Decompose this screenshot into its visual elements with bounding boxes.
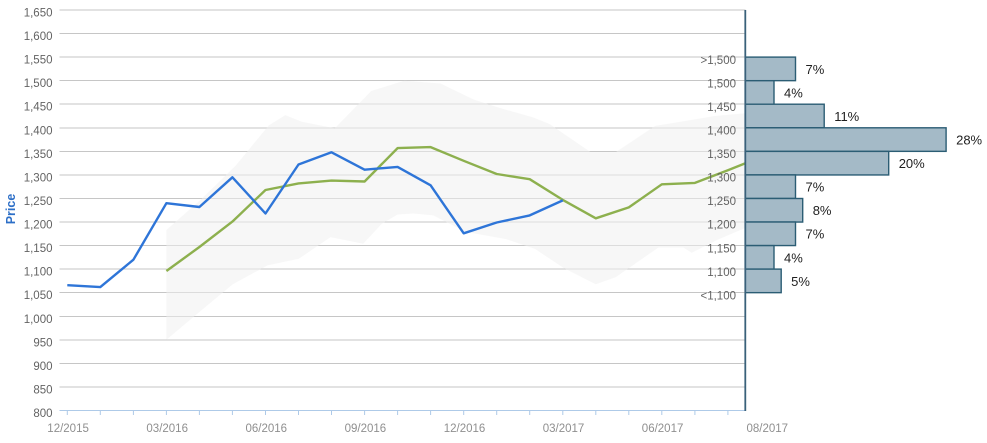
svg-text:28%: 28% (956, 133, 982, 148)
svg-text:1,200: 1,200 (24, 220, 53, 232)
svg-text:1,500: 1,500 (24, 78, 53, 90)
svg-text:1,250: 1,250 (24, 196, 53, 208)
svg-text:11%: 11% (834, 109, 859, 124)
svg-text:09/2016: 09/2016 (345, 423, 387, 435)
svg-text:1,300: 1,300 (24, 172, 53, 184)
svg-text:06/2017: 06/2017 (642, 423, 684, 435)
svg-text:1,200: 1,200 (707, 220, 736, 232)
svg-text:1,150: 1,150 (24, 243, 53, 255)
svg-text:<1,100: <1,100 (701, 290, 737, 302)
svg-text:1,100: 1,100 (24, 267, 53, 279)
svg-text:900: 900 (33, 361, 52, 373)
svg-text:1,350: 1,350 (24, 149, 53, 161)
svg-text:1,300: 1,300 (707, 173, 736, 185)
svg-text:850: 850 (33, 384, 52, 396)
svg-text:950: 950 (33, 337, 52, 349)
svg-text:4%: 4% (784, 85, 803, 100)
svg-text:>1,500: >1,500 (701, 55, 737, 67)
svg-text:1,250: 1,250 (707, 196, 736, 208)
svg-text:7%: 7% (806, 62, 825, 77)
svg-text:1,150: 1,150 (707, 243, 736, 255)
svg-text:8%: 8% (813, 203, 832, 218)
svg-text:20%: 20% (899, 156, 925, 171)
svg-text:1,400: 1,400 (707, 126, 736, 138)
svg-text:1,450: 1,450 (707, 102, 736, 114)
svg-text:08/2017: 08/2017 (747, 423, 789, 435)
svg-text:1,050: 1,050 (24, 290, 53, 302)
svg-text:800: 800 (33, 408, 52, 420)
svg-text:4%: 4% (784, 250, 803, 265)
svg-text:1,350: 1,350 (707, 149, 736, 161)
svg-text:12/2016: 12/2016 (444, 423, 486, 435)
svg-text:7%: 7% (806, 227, 825, 242)
svg-text:1,450: 1,450 (24, 102, 53, 114)
svg-text:03/2017: 03/2017 (543, 423, 585, 435)
svg-text:1,600: 1,600 (24, 31, 53, 43)
svg-text:1,100: 1,100 (707, 267, 736, 279)
svg-text:1,000: 1,000 (24, 314, 53, 326)
svg-text:1,650: 1,650 (24, 8, 53, 20)
svg-text:06/2016: 06/2016 (246, 423, 288, 435)
svg-text:12/2015: 12/2015 (47, 423, 89, 435)
svg-text:1,550: 1,550 (24, 55, 53, 67)
svg-text:Price: Price (4, 194, 18, 225)
svg-text:5%: 5% (791, 274, 810, 289)
svg-text:03/2016: 03/2016 (146, 423, 188, 435)
svg-text:1,500: 1,500 (707, 78, 736, 90)
svg-text:1,400: 1,400 (24, 125, 53, 137)
svg-text:7%: 7% (806, 180, 825, 195)
